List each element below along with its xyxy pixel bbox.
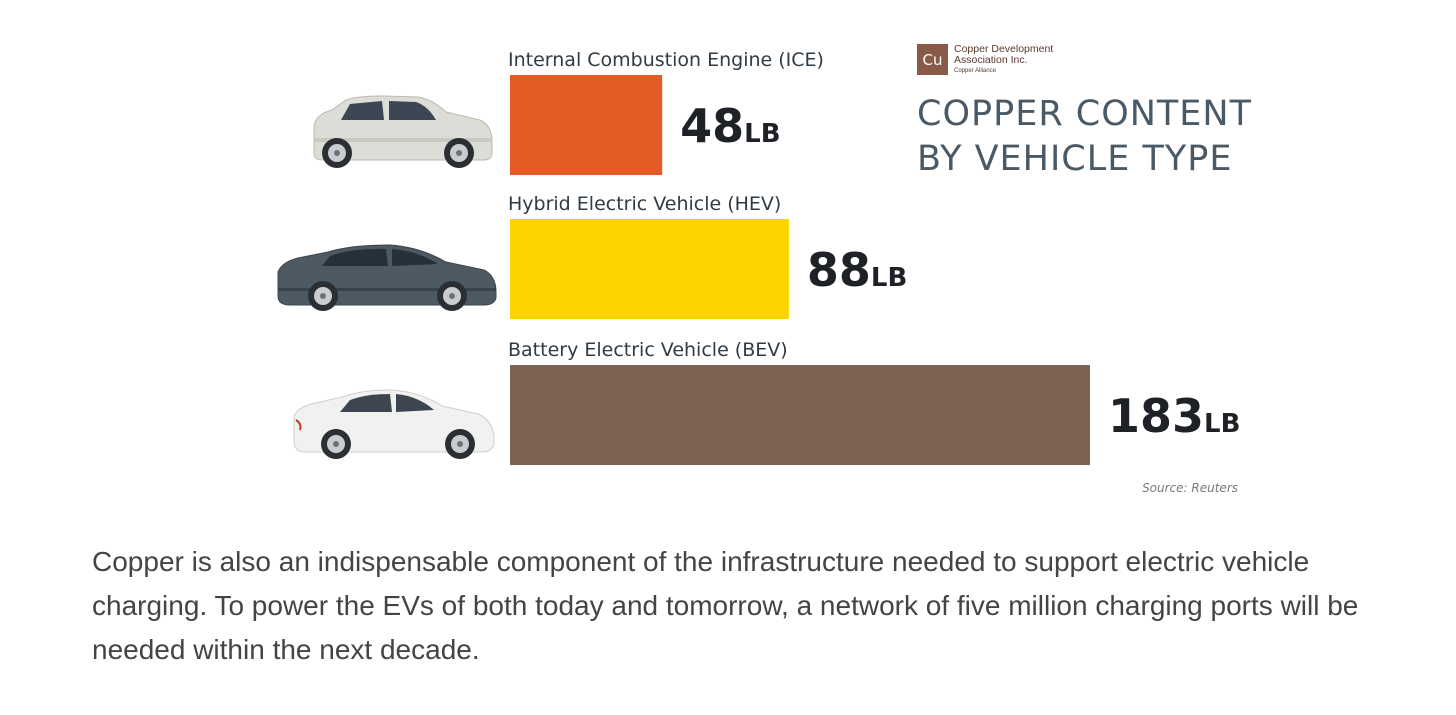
chart-title: COPPER CONTENT BY VEHICLE TYPE xyxy=(917,92,1317,182)
bar-hev xyxy=(510,219,789,319)
value-number-hev: 88 xyxy=(807,243,871,297)
bar-bev xyxy=(510,365,1090,465)
chart-title-line-2: BY VEHICLE TYPE xyxy=(917,139,1233,179)
value-number-ice: 48 xyxy=(680,99,744,153)
logo-line-3: Copper Alliance xyxy=(954,68,997,74)
value-unit-bev: LB xyxy=(1204,409,1240,439)
logo-text: Copper Development Association Inc. Copp… xyxy=(954,44,1053,76)
value-label-hev: 88LB xyxy=(807,243,907,297)
value-label-bev: 183LB xyxy=(1108,389,1240,443)
article-paragraph: Copper is also an indispensable componen… xyxy=(92,546,1359,665)
small-hatchback-car-icon xyxy=(313,95,493,168)
category-label-ice: Internal Combustion Engine (ICE) xyxy=(508,49,824,71)
cu-logo-icon: Cu xyxy=(917,44,948,75)
bars-group: Internal Combustion Engine (ICE)48LBHybr… xyxy=(508,49,1240,465)
copper-development-association-logo: Cu Copper Development Association Inc. C… xyxy=(917,44,1053,78)
category-label-hev: Hybrid Electric Vehicle (HEV) xyxy=(508,193,781,215)
bar-ice xyxy=(510,75,663,175)
value-unit-hev: LB xyxy=(871,263,907,293)
chart-title-line-1: COPPER CONTENT xyxy=(917,94,1252,134)
value-number-bev: 183 xyxy=(1108,389,1204,443)
logo-line-2: Association Inc. xyxy=(954,54,1028,66)
value-unit-ice: LB xyxy=(744,119,780,149)
value-label-ice: 48LB xyxy=(680,99,780,153)
category-label-bev: Battery Electric Vehicle (BEV) xyxy=(508,339,788,361)
dark-sedan-car-icon xyxy=(277,244,497,311)
source-note: Source: Reuters xyxy=(1142,481,1238,495)
logo-line-1: Copper Development xyxy=(954,43,1054,55)
white-electric-sedan-car-icon xyxy=(293,389,495,459)
